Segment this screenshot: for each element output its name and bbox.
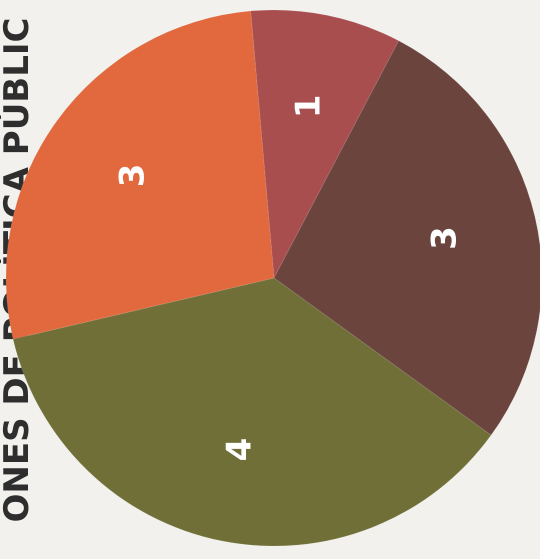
pie-slice-label-2: 3 bbox=[424, 226, 464, 250]
pie-slice-2 bbox=[273, 40, 540, 436]
pie-slice-label-4: 3 bbox=[112, 164, 152, 188]
pie-slices bbox=[5, 9, 540, 547]
pie-slice-label-3: 4 bbox=[220, 438, 260, 462]
pie-slice-3 bbox=[12, 277, 492, 547]
pie-slice-1 bbox=[250, 9, 400, 280]
pie-slice-4 bbox=[5, 10, 275, 340]
pie-labels: 1 3 4 3 bbox=[112, 95, 464, 462]
pie-slice-label-1: 1 bbox=[288, 95, 328, 119]
